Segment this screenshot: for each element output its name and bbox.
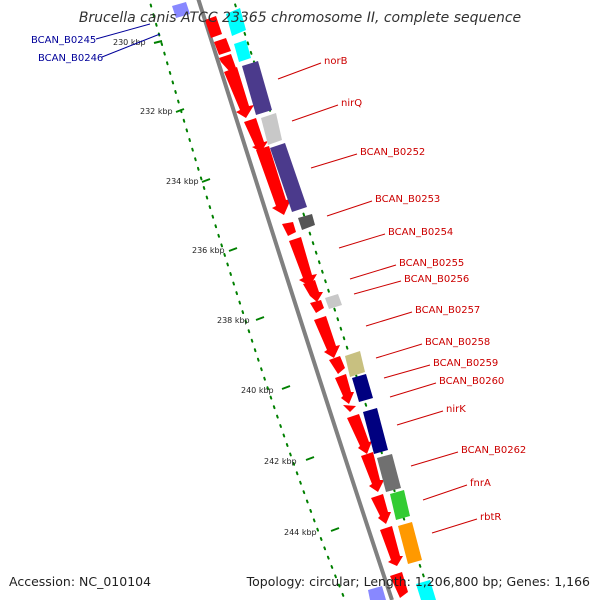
cds-arrow[interactable] [361,452,384,492]
accession-text: Accession: NC_010104 [9,574,151,589]
cog-block-lightgray[interactable] [325,294,342,309]
leader-line [375,343,423,359]
cog-block-orange[interactable] [398,522,422,564]
tick-mark [255,316,265,321]
gene-labels: norB nirQ BCAN_B0252 BCAN_B0253 BCAN_B02… [324,56,526,523]
cog-block-cyan[interactable] [416,580,436,600]
tick-mark [228,247,238,252]
cds-arrow[interactable] [314,316,340,358]
tick-label: 238 kbp [217,316,250,325]
gene-label[interactable]: norB [324,56,348,67]
leader-line [326,200,373,217]
leader-line [310,153,358,169]
leader-line [396,410,444,426]
tick-mark [330,527,340,532]
leader-line [277,62,322,80]
tick-mark [305,456,315,461]
leader-line [422,484,468,501]
cds-arrow[interactable] [219,54,236,72]
gene-label-left[interactable]: BCAN_B0246 [38,53,103,64]
cog-block-cyan[interactable] [226,8,246,36]
cog-block-cyan[interactable] [234,40,251,62]
cds-arrow[interactable] [303,280,323,302]
cog-block-khaki[interactable] [345,351,365,377]
gene-label[interactable]: fnrA [470,478,491,489]
cds-arrow[interactable] [256,146,291,215]
cds-arrow[interactable] [380,526,403,566]
leader-line [389,382,437,398]
tick-ring [148,0,346,600]
tick-label: 240 kbp [241,386,274,395]
cog-block-navy[interactable] [352,374,373,402]
gene-label[interactable]: BCAN_B0253 [375,194,440,205]
tick-mark [201,178,211,183]
tick-mark [281,385,291,390]
backbone [196,0,394,600]
cds-arrow[interactable] [347,414,372,454]
cds-arrow[interactable] [390,572,408,598]
cog-block-purple[interactable] [242,61,272,115]
leader-line [95,23,151,40]
cds-arrow[interactable] [335,374,354,404]
leader-line [353,280,402,295]
tick-mark [175,108,185,113]
cog-block-darkgray[interactable] [298,214,315,230]
tick-label: 236 kbp [192,246,225,255]
cds-arrow[interactable] [224,67,254,118]
gene-label[interactable]: BCAN_B0262 [461,445,526,456]
cog-block-gray[interactable] [377,454,401,492]
summary-text: Topology: circular; Length: 1,206,800 bp… [246,574,590,589]
leader-line [383,364,431,379]
gene-label[interactable]: BCAN_B0254 [388,227,453,238]
gene-label[interactable]: nirK [446,404,466,415]
tick-label: 234 kbp [166,177,199,186]
gene-label[interactable]: BCAN_B0258 [425,337,490,348]
gene-label[interactable]: BCAN_B0256 [404,274,469,285]
cds-arrow[interactable] [214,38,231,55]
tick-marks [153,40,340,532]
cds-arrow[interactable] [371,494,391,524]
gene-label[interactable]: BCAN_B0252 [360,147,425,158]
cds-arrow[interactable] [310,300,324,313]
gene-label[interactable]: BCAN_B0259 [433,358,498,369]
tick-label: 242 kbp [264,457,297,466]
tick-label: 232 kbp [140,107,173,116]
leader-line [338,233,386,249]
gene-label[interactable]: nirQ [341,98,362,109]
tick-label: 230 kbp [113,38,146,47]
gene-label[interactable]: BCAN_B0260 [439,376,504,387]
gene-label[interactable]: BCAN_B0257 [415,305,480,316]
cog-features [172,2,436,600]
cds-arrow[interactable] [282,222,296,236]
gene-label-left[interactable]: BCAN_B0245 [31,35,96,46]
cds-arrow[interactable] [289,237,317,286]
left-labels: BCAN_B0245 BCAN_B0246 [31,23,161,64]
map-title: Brucella canis ATCC 23365 chromosome II,… [79,10,521,26]
cds-arrow[interactable] [329,356,345,374]
cog-block-navy[interactable] [363,408,388,454]
tick-mark [153,40,163,44]
cog-block-green[interactable] [390,490,410,520]
tick-labels: 230 kbp 232 kbp 234 kbp 236 kbp 238 kbp … [113,38,317,537]
leader-line [365,311,413,327]
leader-line [410,451,459,467]
cds-arrow[interactable] [205,16,222,38]
cog-block-lightgray[interactable] [261,113,282,145]
right-labels [277,62,478,534]
cds-features [205,16,408,598]
tick-label: 244 kbp [284,528,317,537]
cog-block-purple[interactable] [270,143,307,212]
cds-arrow[interactable] [343,405,356,412]
bottom-blue-marker [368,586,386,600]
leader-line [291,104,339,122]
leader-line [101,33,161,58]
leader-line [349,264,397,280]
top-blue-marker [172,2,190,18]
leader-line [431,518,478,534]
cds-arrow[interactable] [244,118,268,152]
gene-label[interactable]: rbtR [480,512,501,523]
gene-label[interactable]: BCAN_B0255 [399,258,464,269]
